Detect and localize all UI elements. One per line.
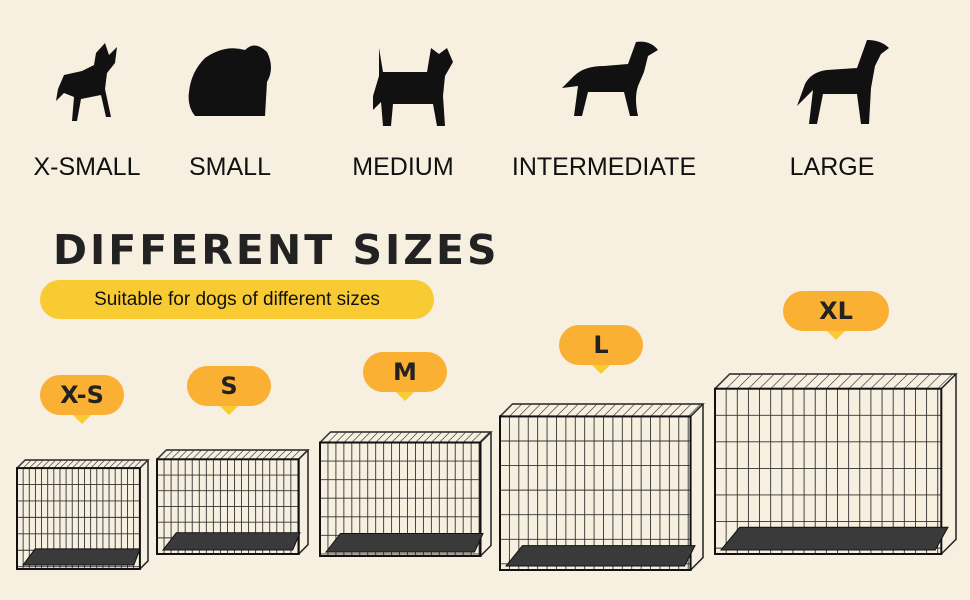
size-label-large: LARGE xyxy=(789,153,875,181)
crate-s xyxy=(156,449,310,555)
crate-xl xyxy=(714,373,958,556)
terrier-silhouette-icon xyxy=(373,48,453,126)
subtitle-pill: Suitable for dogs of different sizes xyxy=(40,280,434,319)
shih-tzu-silhouette-icon xyxy=(188,45,271,116)
size-label-intermediate: INTERMEDIATE xyxy=(511,153,697,181)
size-label-x-small: X-SMALL xyxy=(33,153,141,181)
size-badge-s: S xyxy=(187,366,271,415)
retriever-silhouette-icon xyxy=(797,40,889,124)
size-badge-l: L xyxy=(559,325,643,374)
size-badge-m: M xyxy=(363,352,447,401)
crate-m xyxy=(319,431,493,557)
chihuahua-silhouette-icon xyxy=(56,43,117,121)
crate-xs xyxy=(16,459,150,571)
page-title: DIFFERENT SIZES xyxy=(53,226,500,274)
size-badge-xl: XL xyxy=(783,291,889,340)
size-badge-xs: X-S xyxy=(40,375,124,424)
size-label-medium: MEDIUM xyxy=(352,153,454,181)
crate-l xyxy=(499,403,705,572)
size-label-small: SMALL xyxy=(189,153,271,181)
spaniel-silhouette-icon xyxy=(562,41,658,116)
